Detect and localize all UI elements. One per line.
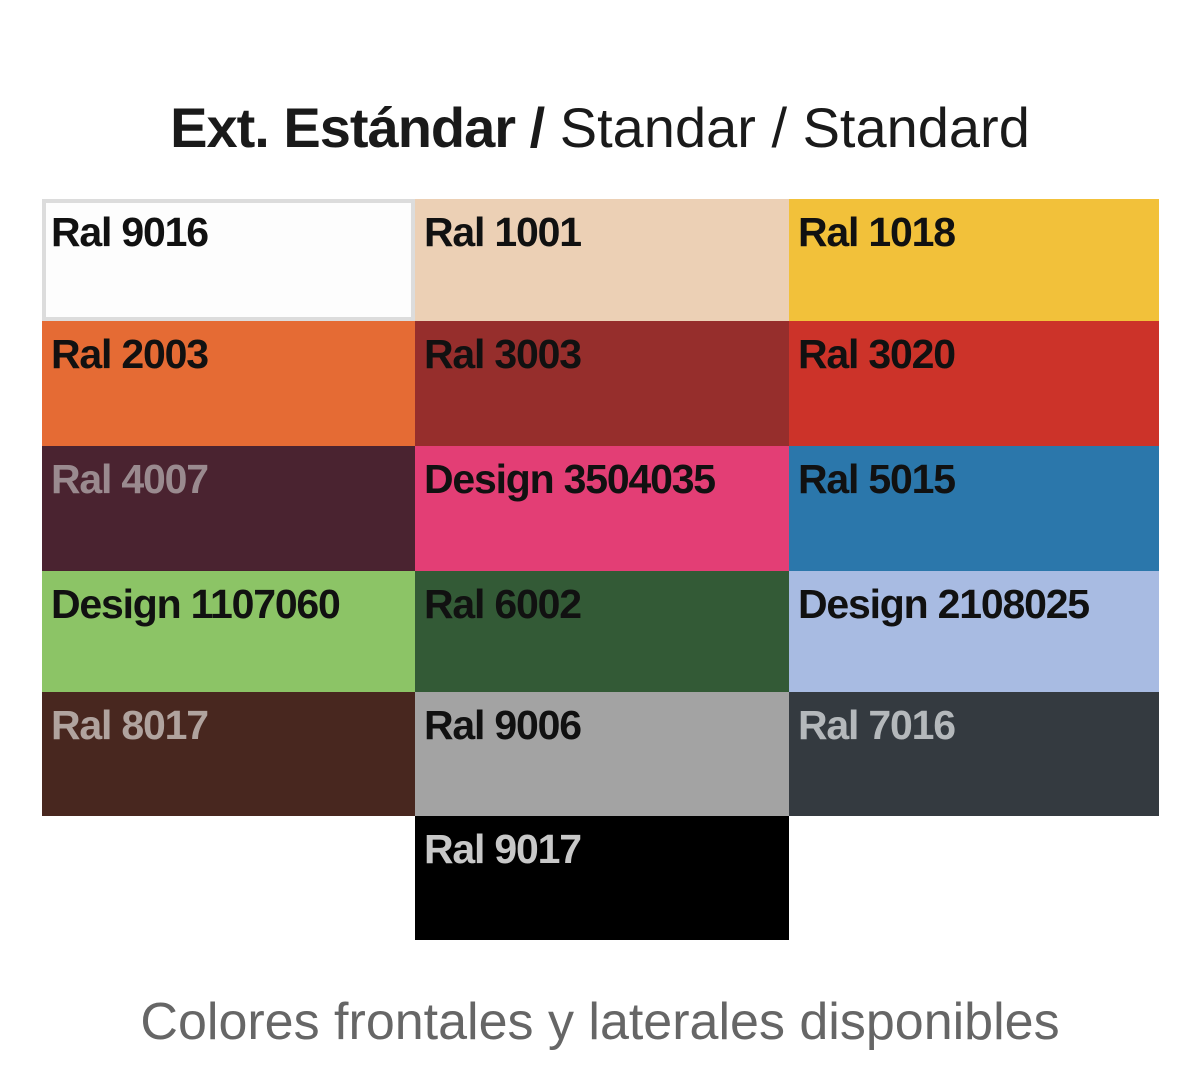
swatch-label: Ral 9017 — [424, 826, 582, 872]
swatch-label: Design 1107060 — [51, 581, 341, 627]
color-swatch: Ral 2003 — [42, 321, 415, 446]
caption: Colores frontales y laterales disponible… — [140, 993, 1060, 1051]
color-swatch: Ral 1001 — [415, 199, 789, 321]
swatch-label: Ral 1018 — [798, 209, 956, 255]
color-swatch: Ral 9006 — [415, 692, 789, 816]
title: Ext. Estándar / Standar / Standard — [0, 95, 1200, 160]
color-swatch: Ral 3003 — [415, 321, 789, 446]
swatch-label: Ral 3020 — [798, 331, 956, 377]
color-swatch: Design 2108025 — [789, 571, 1159, 692]
color-swatch: Ral 5015 — [789, 446, 1159, 571]
title-bold: Ext. Estándar / — [170, 96, 545, 159]
swatch-label: Ral 1001 — [424, 209, 582, 255]
color-swatch: Ral 8017 — [42, 692, 415, 816]
color-swatch: Ral 4007 — [42, 446, 415, 571]
swatch-label: Ral 5015 — [798, 456, 956, 502]
swatch-label: Ral 7016 — [798, 702, 956, 748]
color-swatch: Ral 9017 — [415, 816, 789, 940]
title-regular: Standar / Standard — [559, 96, 1030, 159]
color-swatch: Ral 9016 — [42, 199, 415, 321]
color-swatch: Design 1107060 — [42, 571, 415, 692]
color-swatch: Ral 7016 — [789, 692, 1159, 816]
color-swatch: Ral 6002 — [415, 571, 789, 692]
color-swatch: Ral 3020 — [789, 321, 1159, 446]
swatch-label: Ral 8017 — [51, 702, 209, 748]
swatch-label: Ral 9016 — [51, 209, 209, 255]
swatch-label: Ral 2003 — [51, 331, 209, 377]
swatch-label: Ral 6002 — [424, 581, 582, 627]
swatch-label: Ral 9006 — [424, 702, 582, 748]
swatch-label: Ral 4007 — [51, 456, 209, 502]
color-swatch: Ral 1018 — [789, 199, 1159, 321]
swatch-label: Design 2108025 — [798, 581, 1090, 627]
swatch-label: Design 3504035 — [424, 456, 716, 502]
color-swatch: Design 3504035 — [415, 446, 789, 571]
swatch-label: Ral 3003 — [424, 331, 582, 377]
